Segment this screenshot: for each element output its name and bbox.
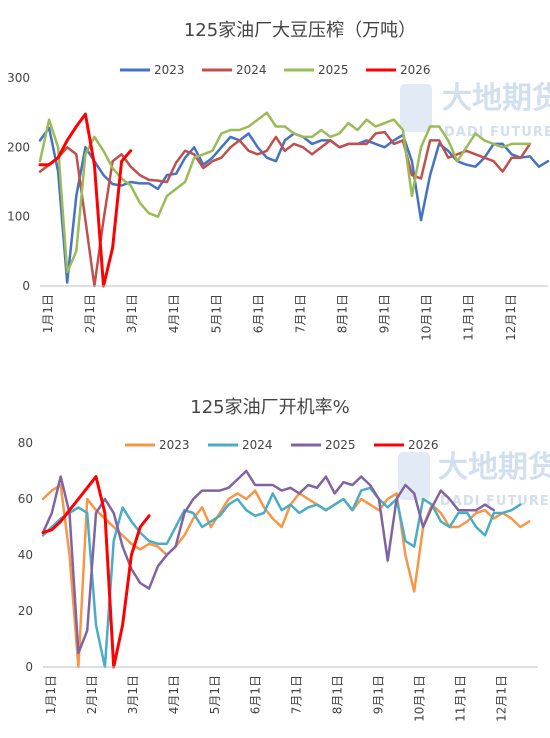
legend-label-2024: 2024 xyxy=(236,63,267,77)
series-line-2025 xyxy=(38,111,532,274)
watermark-logo xyxy=(400,84,432,132)
watermark-logo xyxy=(398,452,430,500)
x-tick-label: 11月1日 xyxy=(453,675,467,722)
x-tick-label: 6月1日 xyxy=(251,294,265,333)
x-tick-label: 7月1日 xyxy=(293,294,307,333)
watermark: 大地期货 DADI FUTURES xyxy=(398,450,550,509)
x-tick-label: 9月1日 xyxy=(372,675,386,714)
watermark-text: 大地期货 xyxy=(442,81,550,116)
x-tick-label: 1月1日 xyxy=(41,294,55,333)
x-tick-label: 1月1日 xyxy=(44,675,58,714)
y-tick-label: 20 xyxy=(18,604,33,618)
y-tick-label: 200 xyxy=(7,140,30,154)
x-tick-label: 4月1日 xyxy=(167,294,181,333)
x-tick-label: 8月1日 xyxy=(335,294,349,333)
x-tick-label: 4月1日 xyxy=(167,675,181,714)
x-tick-label: 10月1日 xyxy=(413,675,427,722)
series-line-2026 xyxy=(41,475,151,669)
series-line-2024 xyxy=(41,486,522,669)
x-tick-label: 5月1日 xyxy=(209,294,223,333)
chart-soybean-crush: 125家油厂大豆压榨（万吨） 大地期货 DADI FUTURES 0 100 200… xyxy=(7,20,550,341)
x-tick-label: 10月1日 xyxy=(420,294,434,341)
axes: 0 20 40 60 80 1月1日 2月1日 3月1日 4月1日 5月1日 6月1日 7月1日 8月1… xyxy=(18,436,538,722)
x-tick-label: 12月1日 xyxy=(494,675,508,722)
series-line-2024 xyxy=(38,130,532,288)
legend: 2023 2024 2025 2026 xyxy=(120,63,431,77)
x-tick-label: 3月1日 xyxy=(125,294,139,333)
chart-title: 125家油厂开机率% xyxy=(190,397,349,418)
series-line-2025 xyxy=(41,469,496,655)
watermark-subtext: DADI FUTURES xyxy=(440,494,550,509)
x-tick-label: 2月1日 xyxy=(83,294,97,333)
y-tick-label: 40 xyxy=(18,548,33,562)
legend-label-2025: 2025 xyxy=(318,63,349,77)
x-tick-label: 3月1日 xyxy=(126,675,140,714)
chart-title: 125家油厂大豆压榨（万吨） xyxy=(184,20,416,41)
legend-label-2025: 2025 xyxy=(325,438,356,452)
chart-operating-rate: 125家油厂开机率% 大地期货 DADI FUTURES 0 20 40 60 80 1月… xyxy=(18,397,550,722)
x-tick-label: 8月1日 xyxy=(331,675,345,714)
x-tick-label: 2月1日 xyxy=(85,675,99,714)
x-tick-label: 7月1日 xyxy=(290,675,304,714)
legend-label-2026: 2026 xyxy=(400,63,431,77)
y-tick-label: 300 xyxy=(7,71,30,85)
x-tick-label: 6月1日 xyxy=(249,675,263,714)
series-line-2023 xyxy=(41,483,531,669)
x-tick-label: 12月1日 xyxy=(504,294,518,341)
y-tick-label: 60 xyxy=(18,492,33,506)
x-tick-label: 9月1日 xyxy=(378,294,392,333)
legend: 2023 2024 2025 2026 xyxy=(125,438,439,452)
legend-label-2024: 2024 xyxy=(242,438,273,452)
legend-label-2023: 2023 xyxy=(159,438,190,452)
y-tick-label: 0 xyxy=(22,279,30,293)
x-tick-label: 5月1日 xyxy=(208,675,222,714)
plot-area xyxy=(41,469,531,669)
y-tick-label: 100 xyxy=(7,210,30,224)
watermark-text: 大地期货 xyxy=(438,450,550,485)
legend-label-2026: 2026 xyxy=(408,438,439,452)
y-tick-label: 80 xyxy=(18,436,33,450)
axes: 0 100 200 300 1月1日 2月1日 3月1日 4月1日 5月1日 6月1日 7月1日 8月… xyxy=(7,71,548,341)
y-tick-label: 0 xyxy=(25,660,33,674)
watermark-subtext: DADI FUTURES xyxy=(444,125,550,140)
x-tick-label: 11月1日 xyxy=(462,294,476,341)
series-line-2026 xyxy=(38,112,133,288)
legend-label-2023: 2023 xyxy=(154,63,185,77)
plot-area xyxy=(38,111,550,288)
watermark: 大地期货 DADI FUTURES xyxy=(400,81,550,140)
